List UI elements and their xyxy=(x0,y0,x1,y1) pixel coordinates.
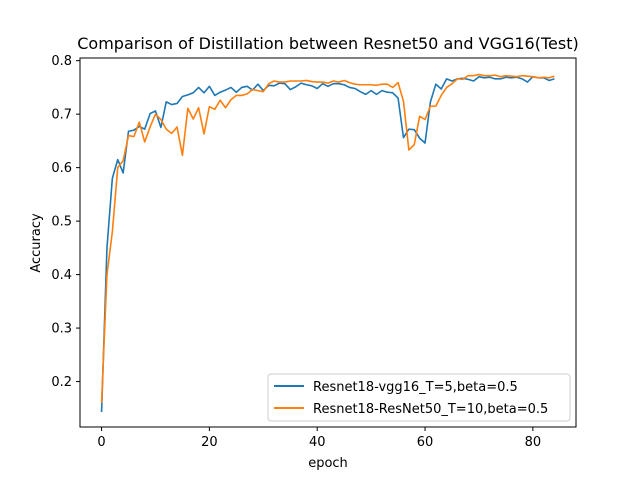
x-axis: 0 20 40 60 80 xyxy=(97,427,541,450)
legend-label-series-2: Resnet18-ResNet50_T=10,beta=0.5 xyxy=(313,402,548,417)
y-tick-label: 0.3 xyxy=(51,322,72,337)
chart-title: Comparison of Distillation between Resne… xyxy=(77,34,578,53)
legend-label-series-1: Resnet18-vgg16_T=5,beta=0.5 xyxy=(313,380,518,395)
y-tick-label: 0.5 xyxy=(51,215,72,230)
series-line-1 xyxy=(100,75,555,413)
series-line-2 xyxy=(100,73,555,403)
x-tick-label: 80 xyxy=(525,435,542,450)
y-tick-label: 0.2 xyxy=(51,375,72,390)
x-tick-label: 60 xyxy=(417,435,434,450)
y-tick-label: 0.7 xyxy=(51,108,72,123)
plot-area xyxy=(79,57,577,428)
x-tick-label: 0 xyxy=(97,435,105,450)
series-lines xyxy=(100,73,555,413)
x-axis-label: epoch xyxy=(308,456,348,471)
y-tick-label: 0.4 xyxy=(51,268,72,283)
legend: Resnet18-vgg16_T=5,beta=0.5 Resnet18-Res… xyxy=(267,373,571,422)
x-tick-label: 40 xyxy=(309,435,326,450)
y-axis: 0.2 0.3 0.4 0.5 0.6 0.7 0.8 xyxy=(51,54,80,390)
y-tick-label: 0.8 xyxy=(51,54,72,69)
y-tick-label: 0.6 xyxy=(51,161,72,176)
legend-box xyxy=(267,373,571,422)
x-tick-label: 20 xyxy=(201,435,218,450)
y-axis-label: Accuracy xyxy=(29,213,44,273)
